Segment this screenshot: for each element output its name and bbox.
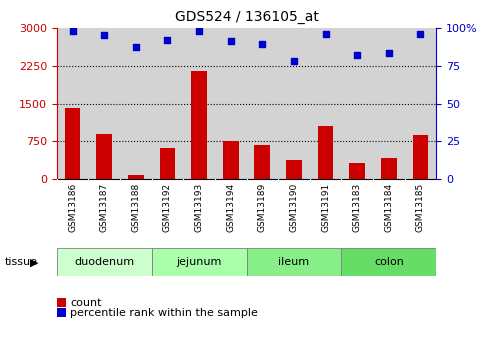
Bar [246, 28, 278, 179]
Point [290, 58, 298, 64]
Bar [413, 135, 428, 179]
Bar [254, 146, 270, 179]
Bar [88, 28, 120, 179]
Text: ▶: ▶ [30, 257, 39, 267]
Bar [278, 28, 310, 179]
Bar [152, 28, 183, 179]
Text: GSM13188: GSM13188 [131, 183, 141, 232]
Text: GSM13191: GSM13191 [321, 183, 330, 232]
Point [69, 28, 76, 33]
Point [417, 31, 424, 37]
Bar [57, 28, 88, 179]
Point [195, 28, 203, 33]
Bar [183, 28, 215, 179]
Point [132, 45, 140, 50]
Point [258, 41, 266, 47]
Text: GSM13185: GSM13185 [416, 183, 425, 232]
Bar [381, 158, 397, 179]
Bar [128, 175, 143, 179]
Text: GSM13187: GSM13187 [100, 183, 108, 232]
Bar [223, 141, 239, 179]
Bar [310, 28, 341, 179]
Text: duodenum: duodenum [74, 257, 134, 267]
Bar [191, 71, 207, 179]
Text: jejunum: jejunum [176, 257, 222, 267]
Bar [246, 248, 341, 276]
Text: GSM13192: GSM13192 [163, 183, 172, 232]
Point [164, 37, 172, 42]
Bar [120, 28, 152, 179]
Bar [96, 134, 112, 179]
Bar [215, 28, 246, 179]
Bar [373, 28, 405, 179]
Bar [286, 160, 302, 179]
Point [353, 52, 361, 58]
Text: GSM13189: GSM13189 [258, 183, 267, 232]
Bar [65, 108, 80, 179]
Bar [350, 163, 365, 179]
Text: GDS524 / 136105_at: GDS524 / 136105_at [175, 10, 318, 24]
Text: GSM13186: GSM13186 [68, 183, 77, 232]
Bar [317, 126, 333, 179]
Text: GSM13190: GSM13190 [289, 183, 298, 232]
Bar [341, 248, 436, 276]
Bar [152, 248, 246, 276]
Bar [57, 248, 152, 276]
Bar [341, 28, 373, 179]
Text: GSM13194: GSM13194 [226, 183, 235, 232]
Point [385, 51, 393, 56]
Bar [405, 28, 436, 179]
Bar [160, 148, 176, 179]
Text: GSM13193: GSM13193 [195, 183, 204, 232]
Point [227, 39, 235, 44]
Text: colon: colon [374, 257, 404, 267]
Text: GSM13184: GSM13184 [385, 183, 393, 232]
Text: ileum: ileum [279, 257, 310, 267]
Text: count: count [70, 298, 102, 308]
Text: tissue: tissue [5, 257, 38, 267]
Text: percentile rank within the sample: percentile rank within the sample [70, 308, 258, 318]
Point [321, 31, 329, 37]
Text: GSM13183: GSM13183 [352, 183, 362, 232]
Point [100, 32, 108, 38]
